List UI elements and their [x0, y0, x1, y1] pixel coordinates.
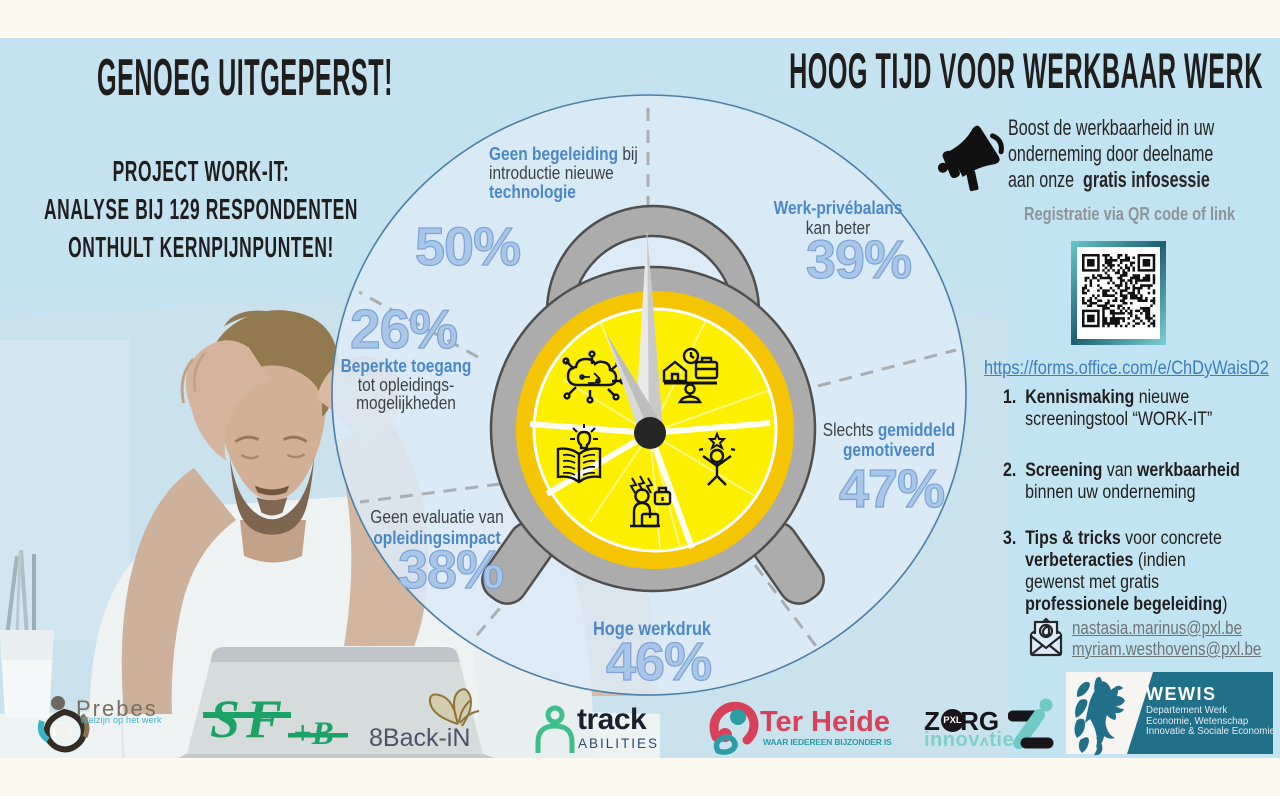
svg-text:SF: SF [210, 689, 288, 749]
